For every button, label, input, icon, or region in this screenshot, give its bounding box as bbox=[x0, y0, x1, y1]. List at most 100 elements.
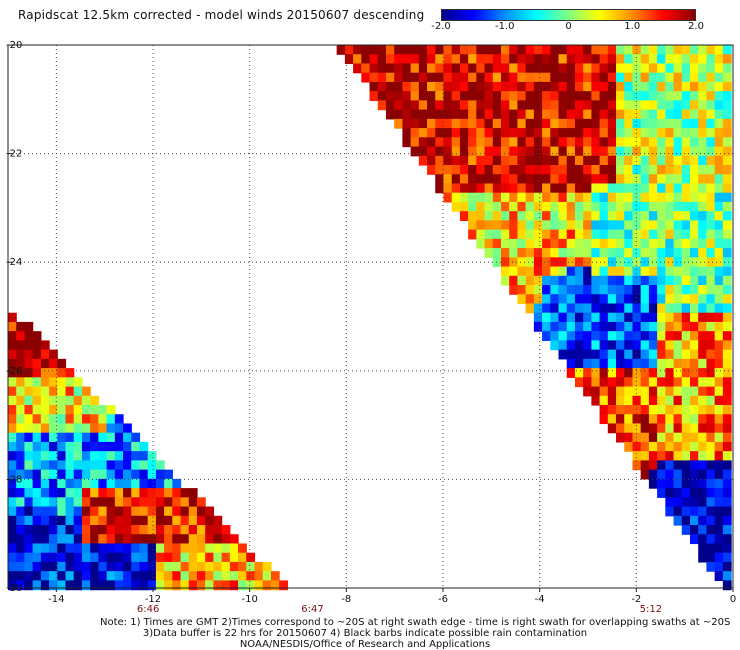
heatmap-cell bbox=[616, 368, 625, 378]
heatmap-cell bbox=[640, 386, 650, 397]
x-tick-label: -12 bbox=[145, 594, 161, 605]
heatmap-cell bbox=[164, 580, 173, 591]
heatmap-cell bbox=[665, 229, 675, 240]
heatmap-cell bbox=[16, 571, 26, 581]
heatmap-cell bbox=[484, 72, 494, 83]
heatmap-cell bbox=[229, 561, 239, 572]
heatmap-cell bbox=[583, 137, 592, 148]
heatmap-cell bbox=[114, 580, 124, 591]
heatmap-cell bbox=[681, 432, 691, 443]
heatmap-cell bbox=[574, 312, 584, 323]
heatmap-cell bbox=[722, 303, 732, 314]
heatmap-cell bbox=[114, 561, 124, 572]
heatmap-cell bbox=[459, 201, 469, 212]
heatmap-cell bbox=[196, 534, 206, 545]
heatmap-cell bbox=[665, 294, 675, 305]
heatmap-cell bbox=[689, 266, 699, 277]
heatmap-cell bbox=[65, 552, 75, 563]
heatmap-cell bbox=[566, 91, 576, 101]
heatmap-cell bbox=[566, 128, 576, 138]
heatmap-cell bbox=[698, 460, 708, 471]
heatmap-cell bbox=[640, 285, 650, 295]
heatmap-cell bbox=[665, 331, 675, 341]
heatmap-cell bbox=[16, 321, 26, 332]
heatmap-cell bbox=[640, 220, 650, 231]
heatmap-cell bbox=[533, 165, 543, 175]
y-tick-label: -26 bbox=[6, 366, 22, 377]
heatmap-cell bbox=[681, 331, 691, 341]
heatmap-cell bbox=[673, 266, 683, 277]
heatmap-cell bbox=[706, 201, 716, 212]
heatmap-cell bbox=[689, 91, 699, 101]
heatmap-cell bbox=[607, 321, 617, 332]
heatmap-cell bbox=[624, 229, 634, 240]
heatmap-cell bbox=[698, 497, 708, 508]
heatmap-cell bbox=[65, 460, 75, 471]
footer-note-2: 3)Data buffer is 22 hrs for 20150607 4) … bbox=[142, 628, 588, 639]
heatmap-cell bbox=[533, 312, 543, 323]
heatmap-cell bbox=[73, 423, 83, 434]
heatmap-cell bbox=[665, 81, 675, 92]
heatmap-cell bbox=[558, 118, 568, 129]
heatmap-cell bbox=[40, 580, 50, 591]
heatmap-cell bbox=[698, 377, 708, 388]
heatmap-cell bbox=[706, 414, 716, 425]
heatmap-cell bbox=[57, 497, 67, 508]
heatmap-cell bbox=[599, 238, 609, 249]
heatmap-cell bbox=[410, 45, 420, 55]
heatmap-cell bbox=[188, 525, 198, 535]
heatmap-cell bbox=[205, 571, 215, 581]
heatmap-cell bbox=[517, 257, 527, 268]
heatmap-cell bbox=[698, 229, 708, 240]
heatmap-cell bbox=[98, 405, 108, 415]
heatmap-cell bbox=[476, 165, 486, 175]
heatmap-cell bbox=[501, 275, 510, 286]
heatmap-cell bbox=[57, 506, 67, 517]
heatmap-cell bbox=[665, 238, 675, 249]
heatmap-cell bbox=[681, 248, 691, 258]
heatmap-cell bbox=[706, 386, 716, 397]
heatmap-cell bbox=[49, 488, 58, 498]
heatmap-cell bbox=[16, 377, 26, 388]
heatmap-cell bbox=[196, 543, 206, 554]
heatmap-cell bbox=[492, 248, 502, 258]
heatmap-cell bbox=[484, 238, 494, 249]
heatmap-cell bbox=[246, 561, 256, 572]
heatmap-cell bbox=[172, 571, 182, 581]
heatmap-cell bbox=[542, 248, 551, 258]
heatmap-cell bbox=[533, 128, 543, 138]
heatmap-cell bbox=[706, 515, 716, 526]
heatmap-cell bbox=[533, 45, 543, 55]
heatmap-cell bbox=[98, 497, 108, 508]
heatmap-cell bbox=[8, 386, 17, 397]
heatmap-cell bbox=[459, 155, 469, 166]
heatmap-cell bbox=[714, 192, 724, 203]
heatmap-cell bbox=[689, 45, 699, 55]
heatmap-cell bbox=[476, 63, 486, 74]
heatmap-cell bbox=[558, 294, 568, 305]
heatmap-cell bbox=[640, 192, 650, 203]
heatmap-cell bbox=[509, 192, 519, 203]
heatmap-cell bbox=[180, 525, 190, 535]
heatmap-cell bbox=[492, 165, 502, 175]
heatmap-cell bbox=[558, 155, 568, 166]
heatmap-cell bbox=[542, 331, 551, 341]
heatmap-cell bbox=[722, 54, 732, 65]
heatmap-cell bbox=[698, 534, 708, 545]
heatmap-cell bbox=[689, 349, 699, 360]
heatmap-cell bbox=[599, 100, 609, 111]
heatmap-cell bbox=[640, 238, 650, 249]
heatmap-cell bbox=[665, 257, 675, 268]
heatmap-cell bbox=[24, 543, 34, 554]
heatmap-cell bbox=[525, 81, 535, 92]
heatmap-cell bbox=[377, 63, 387, 74]
heatmap-cell bbox=[566, 118, 576, 129]
heatmap-cell bbox=[542, 275, 551, 286]
heatmap-cell bbox=[123, 488, 132, 498]
heatmap-cell bbox=[616, 45, 625, 55]
heatmap-cell bbox=[484, 248, 494, 258]
heatmap-cell bbox=[607, 275, 617, 286]
heatmap-cell bbox=[16, 506, 26, 517]
heatmap-cell bbox=[501, 128, 510, 138]
heatmap-cell bbox=[706, 451, 716, 461]
